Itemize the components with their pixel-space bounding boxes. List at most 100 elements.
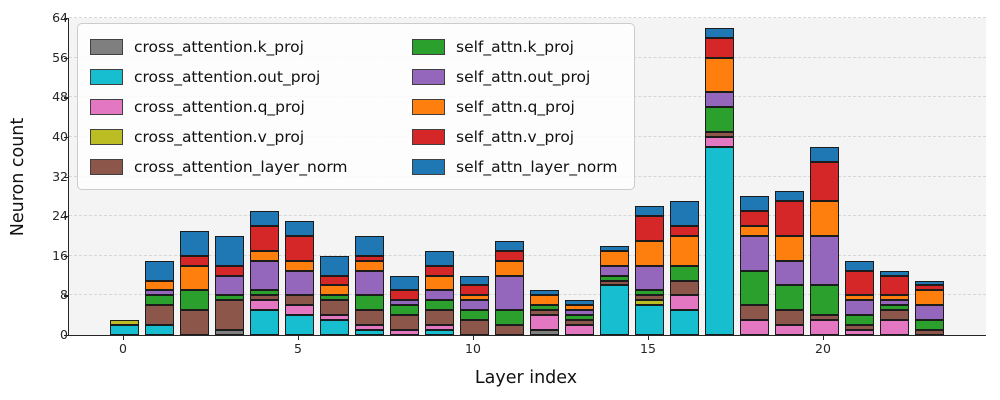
bar-segment-layer18-cross_attention.q_proj <box>739 320 769 335</box>
bar-segment-layer7-cross_attention.out_proj <box>354 330 384 335</box>
bar-segment-layer16-self_attn_layer_norm <box>669 201 699 227</box>
plot-area: cross_attention.k_proj cross_attention.ou… <box>68 17 986 336</box>
bar-segment-layer5-cross_attention.out_proj <box>284 315 314 335</box>
bar-segment-layer6-cross_attention.out_proj <box>319 320 349 335</box>
legend: cross_attention.k_proj cross_attention.ou… <box>77 23 635 190</box>
bar-segment-layer5-self_attn.out_proj <box>284 270 314 296</box>
legend-swatch-icon <box>412 38 445 55</box>
legend-item-self_attn.q_proj: self_attn.q_proj <box>412 95 618 118</box>
bar-segment-layer18-self_attn.k_proj <box>739 270 769 306</box>
bar-segment-layer8-self_attn_layer_norm <box>389 275 419 291</box>
bar-segment-layer22-self_attn_layer_norm <box>879 270 909 276</box>
bar-segment-layer15-cross_attention.v_proj <box>634 300 664 306</box>
bar-segment-layer3-self_attn.out_proj <box>214 275 244 296</box>
bar-segment-layer11-self_attn.v_proj <box>494 250 524 261</box>
bar-segment-layer10-self_attn.k_proj <box>459 310 489 321</box>
bar-segment-layer9-cross_attention.out_proj <box>424 330 454 335</box>
bar-segment-layer13-cross_attention_layer_norm <box>564 320 594 326</box>
bar-segment-layer2-self_attn_layer_norm <box>179 230 209 256</box>
bar-segment-layer6-self_attn_layer_norm <box>319 255 349 276</box>
legend-label: self_attn.v_proj <box>456 127 575 146</box>
gridline-y-64 <box>69 17 986 18</box>
bar-segment-layer10-self_attn.q_proj <box>459 295 489 301</box>
bar-segment-layer3-cross_attention_layer_norm <box>214 300 244 331</box>
bar-segment-layer20-cross_attention_layer_norm <box>809 315 839 321</box>
legend-swatch-icon <box>412 68 445 85</box>
bar-segment-layer17-cross_attention.q_proj <box>704 136 734 147</box>
bar-segment-layer4-self_attn.v_proj <box>249 226 279 251</box>
bar-segment-layer16-cross_attention.q_proj <box>669 295 699 311</box>
legend-label: self_attn.k_proj <box>456 37 574 56</box>
bar-segment-layer9-self_attn.out_proj <box>424 290 454 301</box>
bar-segment-layer12-cross_attention.k_proj <box>529 330 559 335</box>
bar-segment-layer1-self_attn.q_proj <box>144 280 174 291</box>
y-tick-mark <box>64 255 68 258</box>
bar-segment-layer13-self_attn_layer_norm <box>564 300 594 306</box>
bar-segment-layer20-self_attn.out_proj <box>809 235 839 286</box>
bar-segment-layer0-cross_attention.out_proj <box>109 325 139 335</box>
bar-segment-layer11-self_attn.q_proj <box>494 260 524 276</box>
legend-item-self_attn.k_proj: self_attn.k_proj <box>412 35 618 58</box>
bar-segment-layer17-self_attn.q_proj <box>704 57 734 93</box>
y-axis-label: Neuron count <box>8 117 28 237</box>
bar-segment-layer8-self_attn.out_proj <box>389 300 419 306</box>
bar-segment-layer12-cross_attention_layer_norm <box>529 310 559 316</box>
x-tick-mark <box>123 336 125 340</box>
bar-segment-layer15-self_attn.k_proj <box>634 290 664 296</box>
bar-segment-layer13-self_attn.k_proj <box>564 315 594 321</box>
y-tick-label-56: 56 <box>52 49 68 65</box>
legend-item-cross_attention.v_proj: cross_attention.v_proj <box>90 125 408 148</box>
bar-segment-layer18-self_attn.v_proj <box>739 211 769 227</box>
y-tick-mark <box>64 176 68 178</box>
bar-segment-layer17-self_attn_layer_norm <box>704 27 734 38</box>
bar-segment-layer8-self_attn.k_proj <box>389 305 419 316</box>
x-tick-mark <box>473 336 475 340</box>
x-tick-label-15: 15 <box>640 341 656 356</box>
bar-segment-layer9-cross_attention_layer_norm <box>424 310 454 326</box>
bar-segment-layer4-self_attn_layer_norm <box>249 211 279 227</box>
bar-segment-layer19-self_attn.q_proj <box>774 235 804 261</box>
bar-segment-layer18-self_attn.out_proj <box>739 235 769 271</box>
bar-segment-layer1-cross_attention_layer_norm <box>144 305 174 326</box>
bar-segment-layer8-cross_attention_layer_norm <box>389 315 419 331</box>
bar-segment-layer19-self_attn.k_proj <box>774 285 804 311</box>
bar-segment-layer10-self_attn.v_proj <box>459 285 489 296</box>
legend-swatch-icon <box>90 98 123 115</box>
bar-segment-layer23-self_attn.q_proj <box>914 290 944 306</box>
bar-segment-layer9-self_attn.v_proj <box>424 265 454 276</box>
legend-swatch-icon <box>412 158 445 175</box>
bar-segment-layer12-self_attn_layer_norm <box>529 290 559 296</box>
bar-segment-layer18-cross_attention_layer_norm <box>739 305 769 321</box>
bar-segment-layer21-self_attn.k_proj <box>844 315 874 326</box>
bar-segment-layer19-self_attn.v_proj <box>774 201 804 236</box>
bar-segment-layer5-cross_attention_layer_norm <box>284 295 314 306</box>
bar-segment-layer16-self_attn.q_proj <box>669 235 699 266</box>
bar-segment-layer13-self_attn.q_proj <box>564 305 594 311</box>
y-tick-mark <box>64 18 68 20</box>
bar-segment-layer21-cross_attention_layer_norm <box>844 325 874 331</box>
y-tick-mark <box>64 295 68 297</box>
bar-segment-layer20-self_attn.k_proj <box>809 285 839 316</box>
bar-segment-layer22-cross_attention.q_proj <box>879 320 909 335</box>
bar-segment-layer1-self_attn.out_proj <box>144 290 174 296</box>
legend-label: self_attn.q_proj <box>456 97 575 116</box>
y-tick-label-48: 48 <box>52 89 68 105</box>
bar-segment-layer4-self_attn.out_proj <box>249 260 279 291</box>
y-tick-label-32: 32 <box>52 168 68 184</box>
bar-segment-layer21-self_attn.q_proj <box>844 295 874 301</box>
bar-segment-layer16-cross_attention.out_proj <box>669 310 699 335</box>
bar-segment-layer14-self_attn.out_proj <box>599 265 629 276</box>
bar-segment-layer2-self_attn.q_proj <box>179 265 209 291</box>
bar-segment-layer8-cross_attention.q_proj <box>389 330 419 335</box>
x-tick-mark <box>823 336 825 340</box>
y-tick-mark <box>64 57 68 59</box>
y-tick-mark <box>64 216 68 218</box>
bar-segment-layer9-cross_attention.q_proj <box>424 325 454 331</box>
x-tick-label-10: 10 <box>465 341 481 356</box>
bar-segment-layer22-self_attn.v_proj <box>879 275 909 296</box>
legend-label: cross_attention.v_proj <box>134 127 305 146</box>
bar-segment-layer13-self_attn.out_proj <box>564 310 594 316</box>
gridline-y-16 <box>69 254 986 256</box>
bar-segment-layer14-self_attn.k_proj <box>599 275 629 281</box>
bar-segment-layer22-self_attn.out_proj <box>879 300 909 306</box>
